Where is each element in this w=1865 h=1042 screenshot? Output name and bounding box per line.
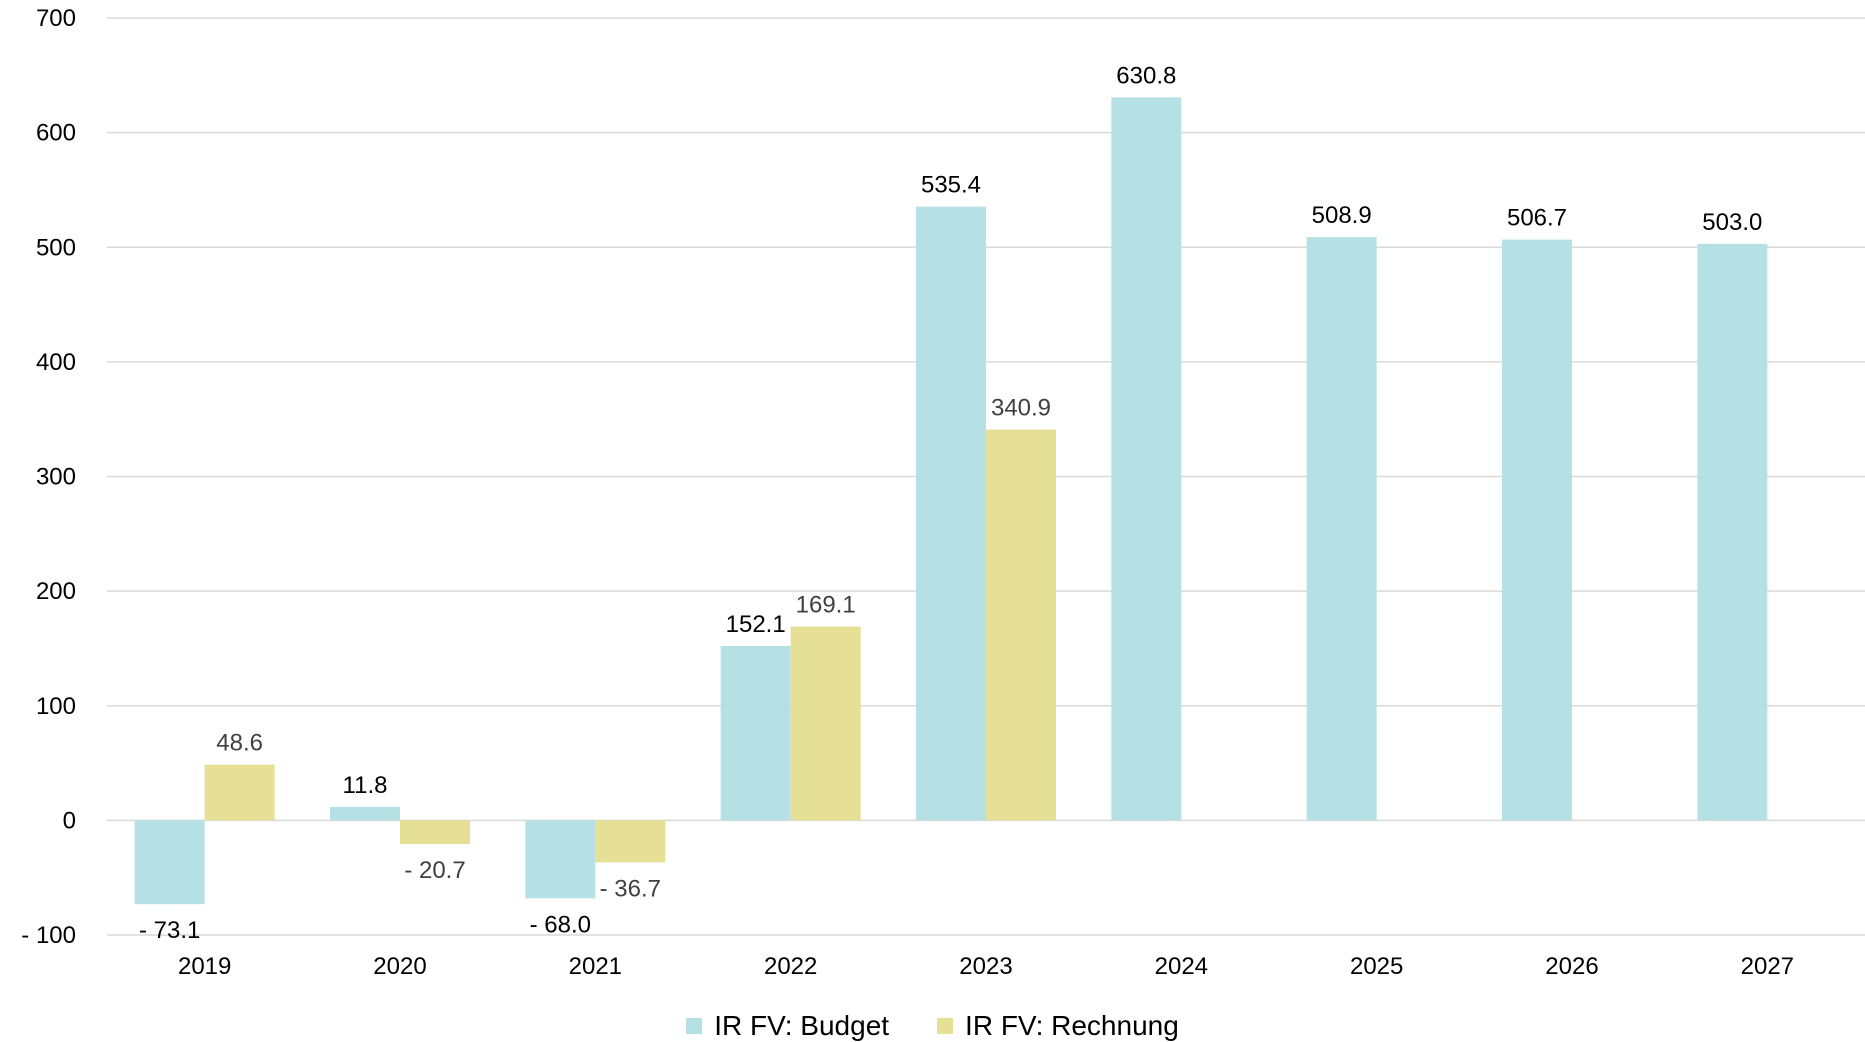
y-axis-ticks: 700 600 500 400 300 200 100 0 - 100 [21,5,76,949]
data-label-budget-2026: 506.7 [1507,205,1567,232]
x-tick-label-2019: 2019 [178,953,231,980]
data-label-budget-2019: - 73.1 [139,917,200,944]
data-label-rechnung-2020: - 20.7 [404,857,465,884]
data-label-budget-2025: 508.9 [1312,202,1372,229]
bar-budget-2024[interactable] [1111,97,1182,821]
bar-rechnung-2020[interactable] [400,820,470,845]
data-label-budget-2027: 503.0 [1702,209,1762,236]
data-label-rechnung-2021: - 36.7 [600,875,661,902]
x-axis-ticks: 2019 2020 2021 2022 2023 2024 2025 2026 2027 [178,953,1794,980]
legend: IR FV: Budget IR FV: Rechnung [0,1010,1865,1042]
bar-budget-2022[interactable] [720,646,791,821]
bar-rechnung-2019[interactable] [204,764,275,821]
data-label-budget-2022: 152.1 [726,611,786,638]
x-tick-label-2025: 2025 [1350,953,1403,980]
data-labels: - 73.1 48.6 11.8 - 20.7 - 68.0 - 36.7 152.1 169… [139,62,1762,944]
x-tick-label-2024: 2024 [1155,953,1208,980]
bar-budget-2026[interactable] [1502,239,1572,821]
data-label-budget-2021: - 68.0 [530,911,591,938]
data-label-budget-2020: 11.8 [343,772,388,799]
y-tick-label: 200 [36,578,76,605]
data-label-rechnung-2023: 340.9 [991,395,1051,422]
bars [134,97,1768,905]
y-tick-label: 600 [36,120,76,147]
y-tick-label: 500 [36,234,76,261]
x-tick-label-2020: 2020 [373,953,426,980]
bar-chart: 700 600 500 400 300 200 100 0 - 100 - 73.1 48.6 11… [21,5,1865,980]
bar-budget-2023[interactable] [916,206,986,821]
legend-item-budget[interactable]: IR FV: Budget [686,1010,889,1042]
bar-rechnung-2021[interactable] [595,820,666,863]
data-label-budget-2024: 630.8 [1116,62,1176,89]
bar-budget-2025[interactable] [1306,237,1377,821]
x-tick-label-2021: 2021 [569,953,622,980]
y-tick-label: 300 [36,464,76,491]
legend-label-budget: IR FV: Budget [714,1010,890,1041]
x-tick-label-2023: 2023 [959,953,1012,980]
bar-rechnung-2023[interactable] [986,429,1056,821]
bar-budget-2027[interactable] [1697,243,1768,821]
bar-budget-2019[interactable] [134,820,205,905]
x-tick-label-2026: 2026 [1545,953,1598,980]
bar-budget-2021[interactable] [525,820,596,899]
data-label-rechnung-2019: 48.6 [216,730,263,757]
legend-swatch-rechnung [937,1018,954,1034]
data-label-rechnung-2022: 169.1 [796,592,856,619]
y-tick-label: 700 [36,5,76,32]
x-tick-label-2027: 2027 [1741,953,1794,980]
legend-swatch-budget [686,1018,703,1034]
legend-item-rechnung[interactable]: IR FV: Rechnung [937,1010,1179,1042]
legend-label-rechnung: IR FV: Rechnung [965,1010,1179,1041]
y-tick-label: - 100 [21,922,76,949]
data-label-budget-2023: 535.4 [921,172,981,199]
y-tick-label: 0 [63,807,76,834]
y-tick-label: 100 [36,693,76,720]
x-tick-label-2022: 2022 [764,953,817,980]
y-tick-label: 400 [36,349,76,376]
bar-budget-2020[interactable] [330,806,400,821]
bar-rechnung-2022[interactable] [790,626,861,821]
